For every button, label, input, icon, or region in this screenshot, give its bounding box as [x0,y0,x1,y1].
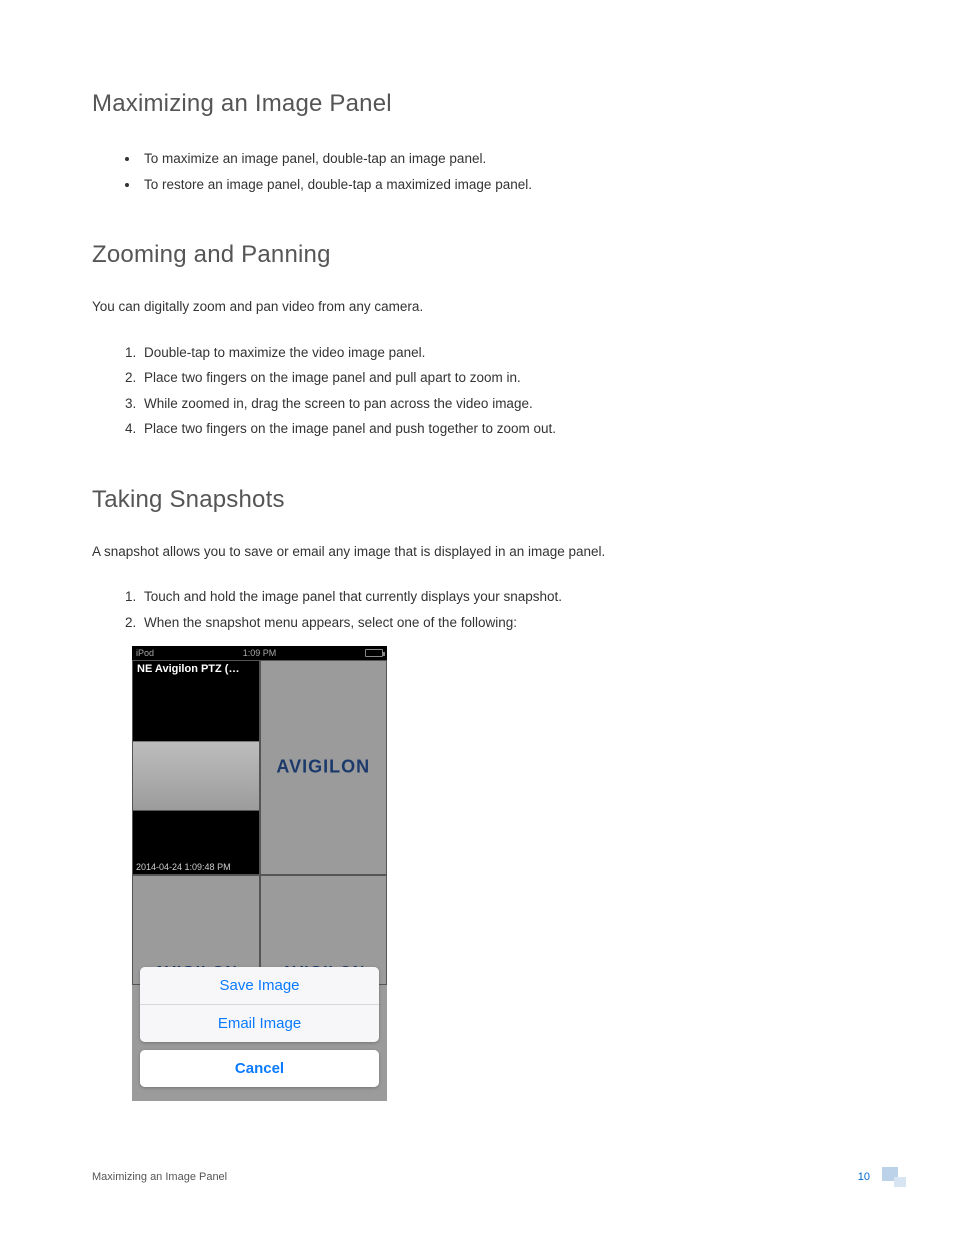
list-item: Place two fingers on the image panel and… [140,416,862,442]
video-content [133,741,259,811]
list-item: Double-tap to maximize the video image p… [140,340,862,366]
list-item: Touch and hold the image panel that curr… [140,584,862,610]
battery-icon [365,649,383,657]
page-number: 10 [858,1171,870,1183]
status-time: 1:09 PM [243,648,277,658]
brand-logo: avigilon [276,757,370,778]
video-panel-placeholder[interactable]: avigilon [260,660,388,875]
footer-label: Maximizing an Image Panel [92,1171,227,1183]
bullet-list-maximizing: To maximize an image panel, double-tap a… [92,146,862,197]
action-sheet-options: Save Image Email Image [140,967,379,1042]
heading-maximizing: Maximizing an Image Panel [92,90,862,118]
intro-snapshots: A snapshot allows you to save or email a… [92,542,862,562]
footer-mark-icon [882,1167,906,1187]
video-timestamp: 2014-04-24 1:09:48 PM [136,862,231,872]
section-zooming: Zooming and Panning You can digitally zo… [92,241,862,442]
email-image-button[interactable]: Email Image [140,1004,379,1042]
list-item: To maximize an image panel, double-tap a… [140,146,862,172]
steps-zooming: Double-tap to maximize the video image p… [92,340,862,443]
intro-zooming: You can digitally zoom and pan video fro… [92,297,862,317]
action-sheet: Save Image Email Image Cancel [140,967,379,1095]
status-device: iPod [136,648,154,658]
save-image-button[interactable]: Save Image [140,967,379,1004]
video-panel-active[interactable]: NE Avigilon PTZ (… 2014-04-24 1:09:48 PM [132,660,260,875]
list-item: While zoomed in, drag the screen to pan … [140,391,862,417]
steps-snapshots: Touch and hold the image panel that curr… [92,584,862,635]
panel-grid: NE Avigilon PTZ (… 2014-04-24 1:09:48 PM… [132,660,387,985]
section-snapshots: Taking Snapshots A snapshot allows you t… [92,486,862,1101]
cancel-button[interactable]: Cancel [140,1050,379,1087]
heading-zooming: Zooming and Panning [92,241,862,269]
section-maximizing: Maximizing an Image Panel To maximize an… [92,90,862,197]
heading-snapshots: Taking Snapshots [92,486,862,514]
page-footer: Maximizing an Image Panel 10 [92,1167,906,1187]
list-item: To restore an image panel, double-tap a … [140,172,862,198]
list-item: Place two fingers on the image panel and… [140,365,862,391]
list-item: When the snapshot menu appears, select o… [140,610,862,636]
status-bar: iPod 1:09 PM [132,646,387,660]
phone-screenshot: iPod 1:09 PM NE Avigilon PTZ (… 2014-04-… [132,646,387,1101]
camera-title: NE Avigilon PTZ (… [137,663,239,675]
action-sheet-cancel-group: Cancel [140,1050,379,1087]
